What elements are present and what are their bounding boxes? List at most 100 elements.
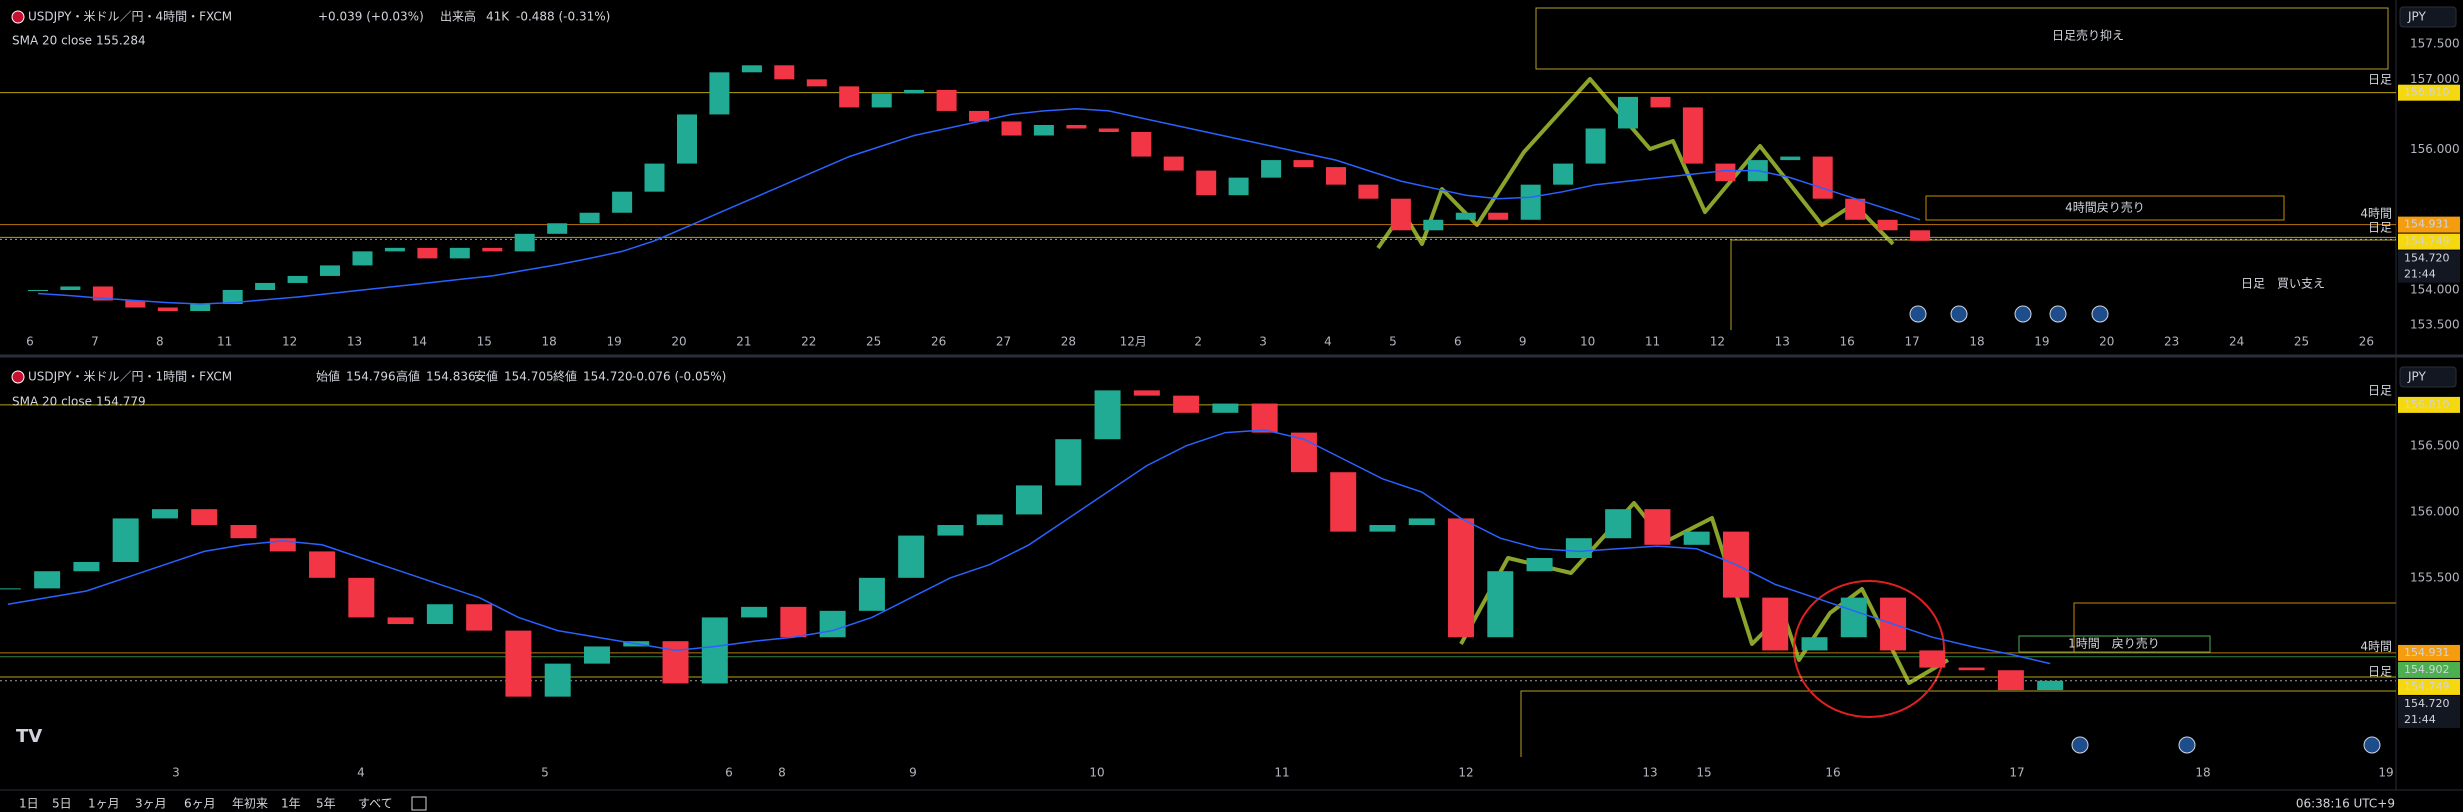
candle <box>1163 156 1184 171</box>
candle <box>937 525 964 536</box>
candle <box>1618 96 1638 129</box>
candle <box>1780 156 1801 161</box>
candle <box>320 265 340 276</box>
x-tick-label: 4 <box>1324 335 1332 349</box>
candle <box>1094 390 1121 440</box>
x-tick-label: 17 <box>1904 335 1919 349</box>
annotation: 日足 <box>2368 73 2392 87</box>
clock: 06:38:16 UTC+9 <box>2296 797 2395 811</box>
candle <box>1650 96 1671 108</box>
x-tick-label: 24 <box>2229 335 2244 349</box>
x-tick-label: 3 <box>172 766 180 780</box>
range-button[interactable]: 6ヶ月 <box>184 797 216 811</box>
symbol: USDJPY・米ドル／円・1時間・FXCM <box>28 370 232 384</box>
candle <box>387 617 414 625</box>
candle <box>1261 160 1282 178</box>
candle <box>1812 156 1833 199</box>
candle <box>92 286 113 301</box>
annotation: 4時間 <box>2360 640 2392 654</box>
candle <box>1801 637 1828 651</box>
candle <box>1526 558 1553 572</box>
candle <box>677 114 697 164</box>
candle <box>514 233 535 252</box>
candle <box>976 514 1003 526</box>
x-tick-label: 11 <box>1274 766 1289 780</box>
currency[interactable]: JPY <box>2407 370 2427 384</box>
candle <box>1196 170 1217 196</box>
candle <box>1553 163 1574 185</box>
candle <box>1098 128 1119 132</box>
candle <box>583 646 610 664</box>
event-icon <box>2091 305 2109 323</box>
y-tick-label: 157.000 <box>2410 72 2460 86</box>
calendar-button[interactable] <box>411 796 427 811</box>
candle <box>709 72 730 115</box>
logo: TV <box>16 726 42 747</box>
currency[interactable]: JPY <box>2407 10 2427 24</box>
range-button[interactable]: 1年 <box>281 797 301 811</box>
support-bracket <box>1730 239 2396 330</box>
candle <box>1131 132 1152 157</box>
candle <box>1605 509 1632 539</box>
price-label-box <box>2398 233 2460 250</box>
volume: 41K <box>486 10 510 24</box>
range-button[interactable]: 5年 <box>316 797 336 811</box>
candle <box>806 79 827 87</box>
x-tick-label: 11 <box>1645 335 1660 349</box>
highlight-circle <box>1793 580 1945 718</box>
candle <box>936 89 957 111</box>
candle <box>255 282 276 290</box>
range-button[interactable]: 3ヶ月 <box>135 797 167 811</box>
price-label-box <box>2398 396 2460 413</box>
price-label-box <box>2398 678 2460 695</box>
x-tick-label: 6 <box>725 766 733 780</box>
x-tick-label: 12 <box>1710 335 1725 349</box>
range-button[interactable]: すべて <box>358 797 393 811</box>
x-tick-label: 23 <box>2164 335 2179 349</box>
range-button[interactable]: 1日 <box>19 797 39 811</box>
y-tick-label: 153.500 <box>2410 318 2460 332</box>
annotation: 1時間 戻り売り <box>2068 636 2160 651</box>
ohlc-label: 始値 <box>316 369 340 384</box>
event-icon <box>2014 305 2032 323</box>
price-label: 156.810 <box>2404 86 2450 99</box>
sma-value: 155.284 <box>96 34 146 48</box>
event-icon <box>2049 305 2067 323</box>
x-tick-label: 27 <box>996 335 1011 349</box>
range-button[interactable]: 1ヶ月 <box>88 797 120 811</box>
ohlc-value: 154.836 <box>426 370 476 384</box>
x-tick-label: 9 <box>1519 335 1527 349</box>
candle <box>858 577 885 611</box>
x-tick-label: 16 <box>1825 766 1840 780</box>
range-button[interactable]: 年初来 <box>232 797 268 811</box>
currency-button[interactable] <box>2399 6 2457 28</box>
currency-button[interactable] <box>2399 366 2457 388</box>
x-tick-label: 7 <box>91 335 99 349</box>
candle <box>1958 667 1985 671</box>
candle <box>482 247 503 252</box>
ohlc-label: 安値 <box>474 369 498 384</box>
candle <box>1016 485 1043 515</box>
candle <box>1212 403 1239 413</box>
candle <box>1326 167 1346 185</box>
price-label: 154.931 <box>2404 218 2450 231</box>
candle <box>1408 518 1435 526</box>
x-tick-label: 9 <box>909 766 917 780</box>
candle <box>230 525 257 539</box>
candle <box>1877 219 1898 231</box>
candle <box>701 617 728 684</box>
annotation: 日足 <box>2368 384 2392 398</box>
candle <box>417 247 438 259</box>
candle <box>547 223 568 234</box>
candle <box>1762 597 1789 651</box>
candle <box>1133 390 1160 396</box>
candle <box>662 641 689 684</box>
candle <box>1251 403 1278 433</box>
candle <box>741 606 768 618</box>
sma-line <box>37 108 1921 305</box>
range-button[interactable]: 5日 <box>52 797 72 811</box>
price-label: 156.810 <box>2404 398 2450 411</box>
candle <box>1228 177 1249 196</box>
ohlc-label: 高値 <box>396 369 420 384</box>
x-tick-label: 6 <box>1454 335 1462 349</box>
